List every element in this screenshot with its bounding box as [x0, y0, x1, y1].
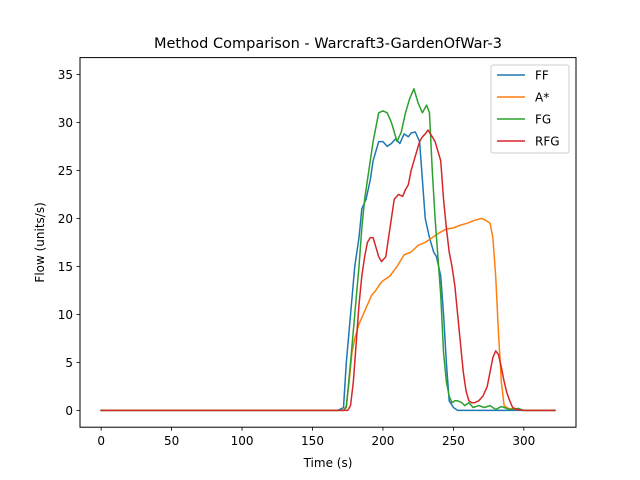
- x-tick-label: 0: [97, 434, 105, 448]
- y-tick-label: 15: [58, 260, 73, 274]
- y-tick-label: 0: [65, 404, 73, 418]
- legend-label: FF: [535, 69, 549, 83]
- series-line-astar: [100, 217, 556, 412]
- series-line-fg: [100, 88, 556, 412]
- x-axis: 0 50 100 150 200 250 300: [97, 427, 535, 448]
- series-line-rfg: [100, 129, 556, 412]
- legend-label: A*: [535, 91, 549, 105]
- y-axis: 0 5 10 15 20 25 30 35: [58, 68, 80, 418]
- x-tick-label: 50: [164, 434, 179, 448]
- y-tick-label: 10: [58, 308, 73, 322]
- x-axis-label: Time (s): [303, 456, 353, 470]
- x-tick-label: 200: [372, 434, 395, 448]
- legend-label: FG: [535, 113, 551, 127]
- legend-label: RFG: [535, 135, 560, 149]
- legend-box: [490, 64, 570, 154]
- chart-title: Method Comparison - Warcraft3-GardenOfWa…: [154, 36, 502, 52]
- plot-area-frame: [79, 57, 577, 428]
- x-tick-label: 250: [442, 434, 465, 448]
- x-tick-label: 150: [301, 434, 324, 448]
- y-tick-label: 5: [65, 356, 73, 370]
- legend: FF A* FG RFG: [490, 64, 570, 154]
- series-line-ff: [100, 131, 556, 412]
- y-tick-label: 30: [58, 116, 73, 130]
- y-axis-label: Flow (units/s): [33, 202, 47, 282]
- y-tick-label: 35: [58, 68, 73, 82]
- y-tick-label: 25: [58, 164, 73, 178]
- series-lines: [100, 88, 556, 412]
- x-tick-label: 100: [231, 434, 254, 448]
- y-tick-label: 20: [58, 212, 73, 226]
- x-tick-label: 300: [512, 434, 535, 448]
